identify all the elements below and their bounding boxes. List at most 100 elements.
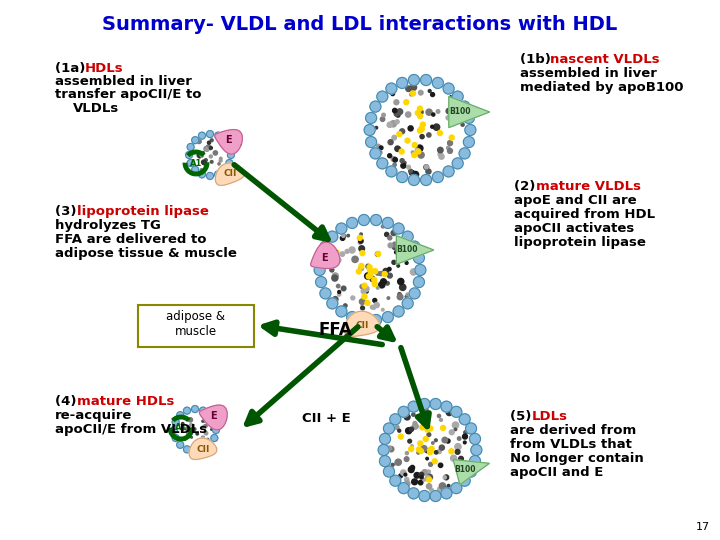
Circle shape — [379, 456, 390, 467]
Circle shape — [336, 285, 340, 288]
Circle shape — [200, 168, 202, 171]
Circle shape — [387, 273, 392, 278]
Circle shape — [377, 286, 379, 289]
Circle shape — [410, 93, 413, 96]
Circle shape — [199, 446, 207, 453]
Circle shape — [399, 474, 402, 478]
Circle shape — [366, 264, 370, 268]
Circle shape — [438, 131, 442, 136]
Text: transfer apoCII/E to: transfer apoCII/E to — [55, 88, 202, 101]
Circle shape — [425, 417, 428, 420]
Circle shape — [405, 428, 412, 434]
Circle shape — [330, 268, 334, 272]
Circle shape — [398, 407, 409, 417]
Circle shape — [379, 434, 390, 444]
Circle shape — [444, 487, 448, 490]
Circle shape — [171, 427, 178, 434]
Circle shape — [428, 90, 431, 92]
Circle shape — [221, 166, 228, 173]
Circle shape — [405, 451, 408, 455]
Circle shape — [451, 483, 462, 494]
Circle shape — [416, 149, 421, 154]
Circle shape — [395, 459, 401, 465]
Circle shape — [360, 285, 364, 288]
Circle shape — [371, 314, 382, 326]
Circle shape — [427, 470, 431, 474]
Text: assembled in liver: assembled in liver — [520, 67, 657, 80]
Circle shape — [187, 430, 191, 433]
Circle shape — [405, 295, 408, 298]
Polygon shape — [397, 235, 433, 264]
Circle shape — [386, 83, 397, 94]
Circle shape — [341, 286, 346, 291]
Circle shape — [454, 116, 458, 120]
Circle shape — [419, 399, 430, 409]
Text: E: E — [225, 135, 231, 145]
Text: mature VLDLs: mature VLDLs — [536, 180, 641, 193]
Circle shape — [176, 411, 184, 418]
Circle shape — [394, 100, 399, 105]
Circle shape — [336, 306, 347, 317]
Circle shape — [173, 408, 217, 452]
Circle shape — [387, 297, 390, 299]
Circle shape — [397, 132, 402, 137]
Circle shape — [462, 434, 467, 439]
Circle shape — [395, 112, 398, 116]
Circle shape — [447, 484, 450, 487]
Circle shape — [206, 149, 209, 151]
Circle shape — [394, 111, 398, 116]
Circle shape — [202, 426, 206, 429]
Text: apoCII activates: apoCII activates — [514, 222, 634, 235]
Circle shape — [408, 401, 419, 412]
Circle shape — [442, 437, 448, 443]
Circle shape — [408, 174, 420, 185]
Circle shape — [341, 236, 345, 240]
Circle shape — [207, 145, 211, 149]
Circle shape — [404, 100, 409, 105]
Circle shape — [336, 258, 340, 262]
Circle shape — [419, 472, 423, 477]
Circle shape — [418, 113, 423, 119]
Circle shape — [454, 119, 458, 123]
Circle shape — [441, 426, 446, 430]
Circle shape — [392, 136, 397, 140]
Circle shape — [318, 218, 422, 322]
Circle shape — [204, 424, 207, 428]
Circle shape — [359, 214, 369, 226]
Circle shape — [181, 427, 184, 430]
Text: No longer contain: No longer contain — [510, 452, 644, 465]
Polygon shape — [449, 97, 490, 127]
Text: adipose &
muscle: adipose & muscle — [166, 310, 225, 338]
Circle shape — [421, 446, 427, 451]
Circle shape — [395, 146, 400, 151]
Circle shape — [391, 92, 395, 96]
Circle shape — [393, 223, 404, 234]
Circle shape — [405, 138, 410, 143]
Circle shape — [420, 174, 431, 185]
Circle shape — [366, 112, 377, 124]
Circle shape — [438, 414, 441, 417]
Circle shape — [387, 267, 391, 271]
Circle shape — [370, 276, 375, 282]
Circle shape — [368, 78, 472, 182]
Circle shape — [368, 273, 373, 278]
Circle shape — [398, 483, 409, 494]
Circle shape — [210, 139, 213, 141]
Circle shape — [411, 151, 414, 154]
Circle shape — [176, 441, 184, 448]
Circle shape — [207, 141, 210, 144]
Circle shape — [418, 106, 423, 111]
Circle shape — [449, 449, 454, 454]
Circle shape — [215, 132, 222, 139]
Text: apoCII and E: apoCII and E — [510, 466, 603, 479]
Circle shape — [426, 484, 431, 489]
Circle shape — [466, 423, 477, 434]
Circle shape — [186, 433, 189, 436]
Circle shape — [415, 148, 419, 152]
Circle shape — [413, 421, 417, 426]
Circle shape — [446, 116, 450, 120]
Circle shape — [204, 431, 208, 435]
Circle shape — [464, 137, 474, 147]
Circle shape — [395, 120, 399, 124]
Circle shape — [192, 166, 199, 173]
